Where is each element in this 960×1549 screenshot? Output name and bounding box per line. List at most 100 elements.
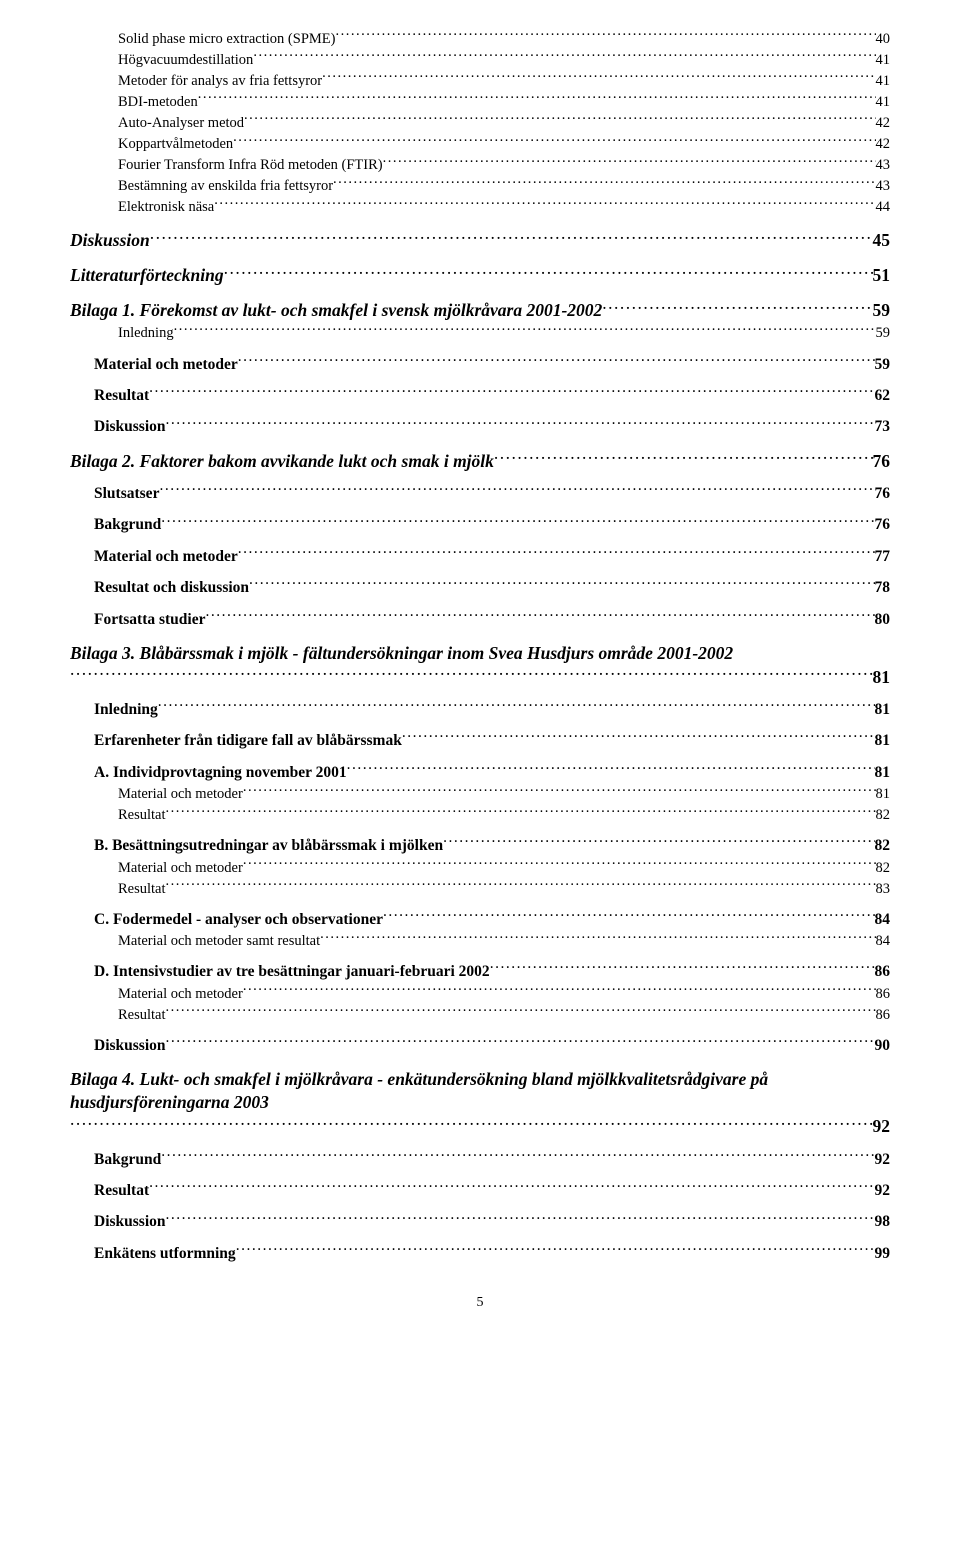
- toc-entry-page: 81: [876, 785, 891, 805]
- toc-entry: Elektronisk näsa44: [118, 197, 890, 218]
- toc-leader-dots: [166, 805, 876, 820]
- toc-leader-dots: [150, 229, 873, 247]
- document-page: Solid phase micro extraction (SPME)40Hög…: [0, 0, 960, 1331]
- toc-leader-dots: [243, 784, 876, 799]
- toc-entry-page: 86: [876, 1006, 891, 1026]
- toc-entry-page: 92: [875, 1150, 891, 1171]
- toc-entry: Koppartvålmetoden42: [118, 133, 890, 154]
- toc-entry-page: 43: [876, 177, 891, 197]
- toc-entry-page: 42: [876, 114, 891, 134]
- toc-entry-page: 76: [873, 450, 891, 474]
- toc-leader-dots: [249, 577, 874, 593]
- toc-leader-dots: [602, 299, 872, 317]
- toc-leader-dots: [333, 175, 875, 190]
- toc-entry-label: Metoder för analys av fria fettsyror: [118, 72, 322, 92]
- toc-leader-dots: [244, 112, 875, 127]
- toc-entry-page: 59: [873, 299, 891, 323]
- toc-entry-label: C. Fodermedel - analyser och observation…: [94, 910, 383, 931]
- toc-entry: Material och metoder 86: [118, 983, 890, 1004]
- toc-leader-dots: [233, 133, 875, 148]
- toc-entry: Diskussion 73: [94, 416, 890, 438]
- toc-entry-page: 73: [875, 417, 891, 438]
- toc-leader-dots: [253, 49, 875, 64]
- toc-entry: Inledning59: [118, 323, 890, 344]
- page-number: 5: [70, 1295, 890, 1311]
- toc-entry-label: Bilaga 1. Förekomst av lukt- och smakfel…: [70, 299, 602, 323]
- toc-entry-page: 78: [875, 578, 891, 599]
- toc-entry: Diskussion 90: [94, 1034, 890, 1056]
- toc-entry-label: Slutsatser: [94, 484, 159, 505]
- toc-entry-page: 59: [876, 324, 891, 344]
- toc-leader-dots: [243, 857, 876, 872]
- toc-entry-label: Fortsatta studier: [94, 610, 206, 631]
- toc-entry: Högvacuumdestillation41: [118, 49, 890, 70]
- toc-entry-label: Resultat: [94, 1181, 149, 1202]
- toc-entry: Bilaga 4. Lukt- och smakfel i mjölkråvar…: [70, 1068, 890, 1139]
- toc-entry: Resultat83: [118, 878, 890, 899]
- toc-entry: Fortsatta studier 80: [94, 608, 890, 630]
- toc-entry-page: 82: [876, 859, 891, 879]
- toc-entry: Material och metoder59: [94, 353, 890, 375]
- toc-entry-label: Resultat: [118, 1006, 166, 1026]
- toc-entry-page: 80: [875, 610, 891, 631]
- toc-leader-dots: [494, 449, 873, 467]
- toc-leader-dots: [402, 730, 875, 746]
- toc-leader-dots: [70, 665, 873, 683]
- toc-entry-label: Resultat och diskussion: [94, 578, 249, 599]
- toc-entry-page: 81: [875, 731, 891, 752]
- toc-entry: Erfarenheter från tidigare fall av blåbä…: [94, 730, 890, 752]
- toc-leader-dots: [70, 1115, 873, 1133]
- toc-leader-dots: [243, 983, 876, 998]
- toc-entry-label: Elektronisk näsa: [118, 198, 214, 218]
- toc-entry-page: 59: [875, 355, 891, 376]
- toc-entry-label: D. Intensivstudier av tre besättningar j…: [94, 962, 490, 983]
- toc-entry-label: Bilaga 3. Blåbärssmak i mjölk - fältunde…: [70, 643, 733, 663]
- toc-entry-label: Resultat: [94, 386, 149, 407]
- toc-entry-label: Material och metoder samt resultat: [118, 932, 320, 952]
- toc-entry-page: 45: [873, 229, 891, 253]
- toc-leader-dots: [238, 545, 875, 561]
- toc-entry: Auto-Analyser metod42: [118, 112, 890, 133]
- table-of-contents: Solid phase micro extraction (SPME)40Hög…: [70, 28, 890, 1265]
- toc-entry: Bakgrund92: [94, 1148, 890, 1170]
- toc-leader-dots: [149, 384, 874, 400]
- toc-entry-label: B. Besättningsutredningar av blåbärssmak…: [94, 836, 443, 857]
- toc-entry-label: Diskussion: [94, 1212, 166, 1233]
- toc-entry-label: Högvacuumdestillation: [118, 51, 253, 71]
- toc-leader-dots: [158, 698, 875, 714]
- toc-entry-label: Material och metoder: [118, 985, 243, 1005]
- toc-entry: Bilaga 2. Faktorer bakom avvikande lukt …: [70, 449, 890, 473]
- toc-entry-label: Inledning: [94, 700, 158, 721]
- toc-entry: Resultat 62: [94, 384, 890, 406]
- toc-leader-dots: [149, 1179, 874, 1195]
- toc-leader-dots: [383, 154, 876, 169]
- toc-entry: Resultat 86: [118, 1004, 890, 1025]
- toc-entry-page: 90: [875, 1036, 891, 1057]
- toc-entry-page: 98: [875, 1212, 891, 1233]
- toc-entry: Inledning81: [94, 698, 890, 720]
- toc-entry-label: Material och metoder: [118, 785, 243, 805]
- toc-leader-dots: [174, 323, 876, 338]
- toc-entry-page: 86: [876, 985, 891, 1005]
- toc-entry-label: Fourier Transform Infra Röd metoden (FTI…: [118, 156, 383, 176]
- toc-entry-label: Diskussion: [94, 417, 166, 438]
- toc-entry-label: Litteraturförteckning: [70, 264, 224, 288]
- toc-leader-dots: [238, 353, 875, 369]
- toc-entry-label: A. Individprovtagning november 2001: [94, 763, 347, 784]
- toc-entry: Bilaga 1. Förekomst av lukt- och smakfel…: [70, 299, 890, 323]
- toc-entry: Enkätens utformning99: [94, 1242, 890, 1264]
- toc-entry-label: Solid phase micro extraction (SPME): [118, 30, 335, 50]
- toc-leader-dots: [490, 961, 875, 977]
- toc-entry: D. Intensivstudier av tre besättningar j…: [94, 961, 890, 983]
- toc-entry-page: 82: [875, 836, 891, 857]
- toc-entry-page: 62: [875, 386, 891, 407]
- toc-entry-label: Erfarenheter från tidigare fall av blåbä…: [94, 731, 402, 752]
- toc-entry: Litteraturförteckning51: [70, 264, 890, 288]
- toc-leader-dots: [206, 608, 875, 624]
- toc-leader-dots: [166, 878, 876, 893]
- toc-entry: Bilaga 3. Blåbärssmak i mjölk - fältunde…: [70, 642, 890, 690]
- toc-entry-page: 92: [873, 1115, 891, 1139]
- toc-entry-label: Material och metoder: [94, 547, 238, 568]
- toc-entry: C. Fodermedel - analyser och observation…: [94, 908, 890, 930]
- toc-entry-label: Diskussion: [94, 1036, 166, 1057]
